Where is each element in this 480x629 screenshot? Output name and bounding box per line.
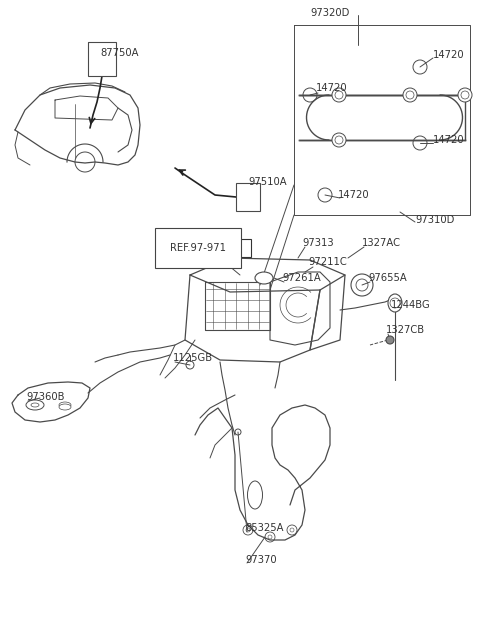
Text: 97510A: 97510A <box>248 177 287 187</box>
Bar <box>236 183 260 211</box>
Text: 14720: 14720 <box>433 135 465 145</box>
Ellipse shape <box>26 400 44 410</box>
Circle shape <box>332 88 346 102</box>
Text: 97370: 97370 <box>245 555 276 565</box>
Text: 97310D: 97310D <box>415 215 455 225</box>
Ellipse shape <box>255 272 273 284</box>
Text: 97655A: 97655A <box>368 273 407 283</box>
Text: 87750A: 87750A <box>100 48 139 58</box>
Text: 97313: 97313 <box>302 238 334 248</box>
Text: 97211C: 97211C <box>308 257 347 267</box>
Text: 1327AC: 1327AC <box>362 238 401 248</box>
Ellipse shape <box>59 402 71 408</box>
Ellipse shape <box>59 404 71 410</box>
Text: 97320D: 97320D <box>310 8 350 18</box>
Ellipse shape <box>31 403 39 407</box>
Text: 1244BG: 1244BG <box>391 300 431 310</box>
Text: 1125GB: 1125GB <box>173 353 213 363</box>
FancyBboxPatch shape <box>167 239 251 257</box>
Text: 14720: 14720 <box>338 190 370 200</box>
Ellipse shape <box>388 294 402 312</box>
Text: REF.97-971: REF.97-971 <box>170 243 226 253</box>
Text: REF.97-971: REF.97-971 <box>172 243 227 253</box>
Circle shape <box>332 133 346 147</box>
Bar <box>88 42 116 76</box>
Text: 97261A: 97261A <box>282 273 321 283</box>
Circle shape <box>403 88 417 102</box>
Text: 1327CB: 1327CB <box>386 325 425 335</box>
Text: 85325A: 85325A <box>245 523 284 533</box>
Text: 97360B: 97360B <box>26 392 64 402</box>
Circle shape <box>458 88 472 102</box>
Text: 14720: 14720 <box>433 50 465 60</box>
Text: 14720: 14720 <box>316 83 348 93</box>
Ellipse shape <box>248 481 263 509</box>
Circle shape <box>386 336 394 344</box>
